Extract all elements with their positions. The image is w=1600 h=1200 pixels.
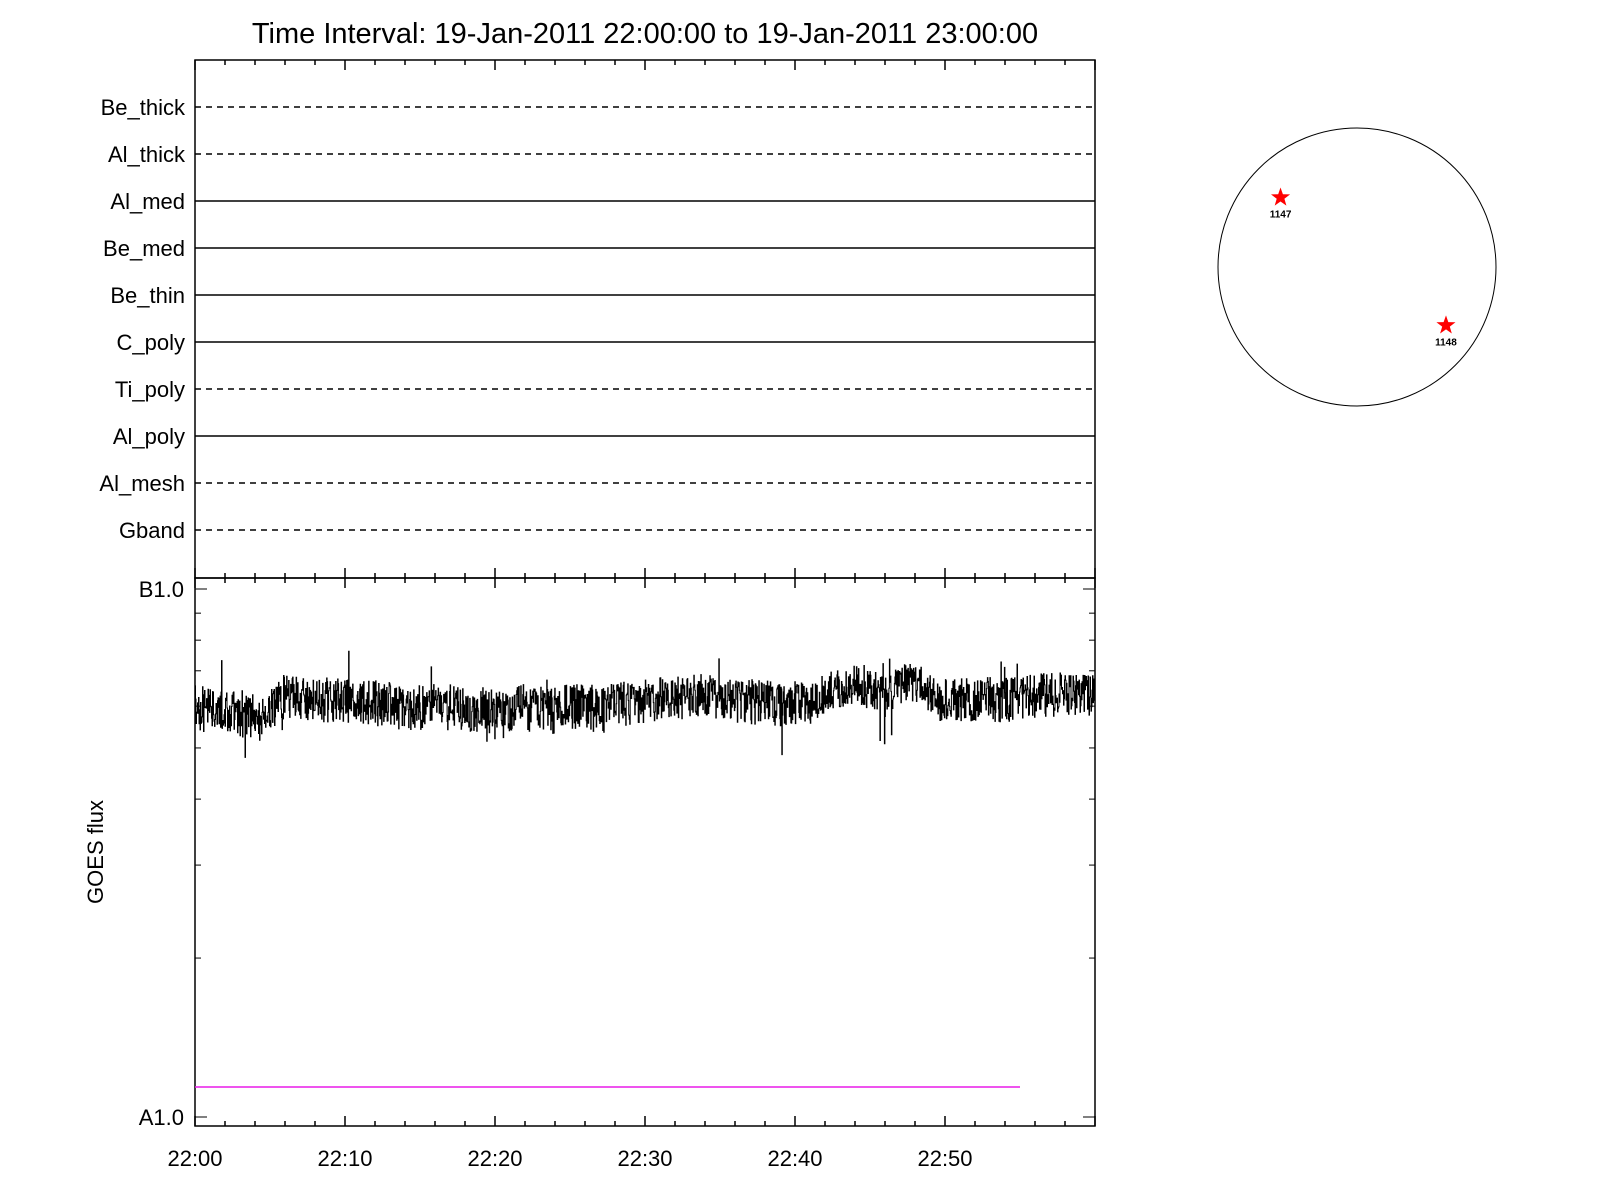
row-label-be-thin: Be_thin: [110, 283, 185, 308]
goes-flux-panel: B1.0A1.0 22:00 22:10 22:20 22:30 22:40 22:50 …: [83, 577, 1096, 1171]
attenuator-panel-frame: [194, 59, 1096, 579]
region-label: 1147: [1270, 210, 1292, 221]
region-label: 1148: [1435, 337, 1457, 348]
row-label-gband: Gband: [119, 518, 185, 543]
goes-flux-panel-frame: [194, 577, 1096, 1127]
x-tick-label: 22:50: [917, 1146, 972, 1171]
row-label-be-thick: Be_thick: [101, 95, 186, 120]
row-label-al-mesh: Al_mesh: [99, 471, 185, 496]
x-tick-label: 22:10: [317, 1146, 372, 1171]
row-label-al-thick: Al_thick: [108, 142, 186, 167]
row-label-be-med: Be_med: [103, 236, 185, 261]
region-marker-star: [1436, 315, 1456, 334]
x-tick-label: 22:00: [167, 1146, 222, 1171]
x-tick-label: 22:30: [617, 1146, 672, 1171]
region-marker-star: [1271, 187, 1291, 206]
y-tick-label: B1.0: [139, 577, 184, 602]
row-label-ti-poly: Ti_poly: [115, 377, 185, 402]
y-tick-label: A1.0: [139, 1105, 184, 1130]
y-axis-label: GOES flux: [83, 800, 108, 904]
row-label-c-poly: C_poly: [117, 330, 185, 355]
row-label-al-med: Al_med: [110, 189, 185, 214]
attenuator-panel: Be_thick Al_thick Al_med Be_med Be_thin C_pol…: [99, 59, 1096, 579]
row-label-al-poly: Al_poly: [113, 424, 185, 449]
x-tick-label: 22:20: [467, 1146, 522, 1171]
solar-disk-outline: [1217, 127, 1497, 407]
solar-disk-panel: 1147 1148: [1217, 127, 1497, 407]
x-tick-label: 22:40: [767, 1146, 822, 1171]
goes-flux-line: [195, 650, 1096, 758]
chart-title: Time Interval: 19-Jan-2011 22:00:00 to 1…: [252, 18, 1038, 50]
